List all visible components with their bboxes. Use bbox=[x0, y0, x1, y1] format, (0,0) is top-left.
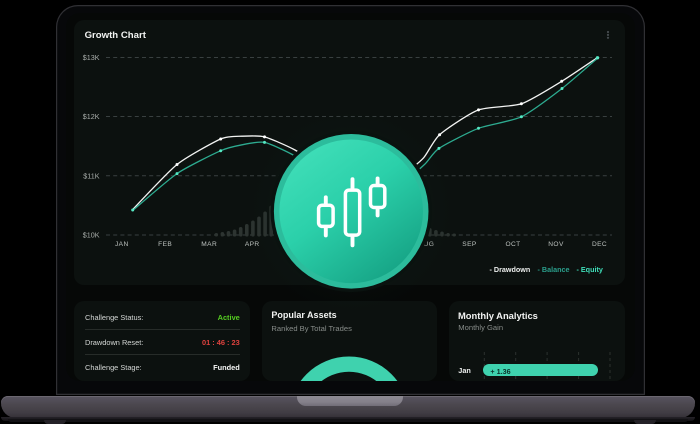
svg-text:$10K: $10K bbox=[83, 231, 100, 240]
svg-text:MAR: MAR bbox=[201, 241, 217, 248]
svg-text:OCT: OCT bbox=[505, 241, 520, 248]
svg-text:$12K: $12K bbox=[83, 112, 100, 121]
svg-text:NOV: NOV bbox=[548, 241, 564, 248]
svg-text:JAN: JAN bbox=[115, 241, 129, 248]
svg-text:SEP: SEP bbox=[462, 241, 477, 248]
svg-text:FEB: FEB bbox=[158, 241, 172, 248]
svg-text:DEC: DEC bbox=[592, 241, 607, 248]
svg-text:$11K: $11K bbox=[83, 171, 99, 180]
svg-text:$13K: $13K bbox=[83, 53, 100, 62]
